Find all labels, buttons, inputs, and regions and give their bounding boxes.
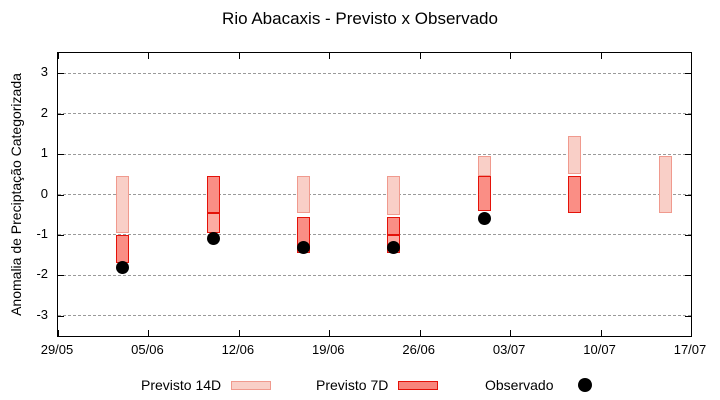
grid-line — [58, 274, 691, 276]
grid-line — [58, 153, 691, 155]
forecast-bar-segment-7d — [116, 234, 130, 264]
x-tick-label: 05/06 — [131, 342, 164, 357]
forecast-bar-segment-7d — [477, 176, 491, 211]
legend: Previsto 14D Previsto 7D Observado — [0, 377, 720, 399]
y-tick-left — [58, 234, 64, 236]
legend-label-observado: Observado — [485, 377, 554, 393]
x-tick-bottom — [58, 330, 59, 336]
forecast-bar-segment-14d — [568, 135, 582, 175]
y-tick-label: -2 — [36, 266, 48, 282]
x-tick-top — [58, 53, 59, 59]
y-tick-label: 3 — [40, 64, 48, 80]
y-tick-label: -3 — [36, 306, 48, 322]
observed-dot — [116, 260, 130, 274]
y-tick-right — [685, 113, 691, 115]
legend-item-observado: Observado — [485, 377, 593, 393]
x-tick-label: 17/07 — [673, 342, 707, 357]
x-tick-top — [419, 53, 421, 59]
y-tick-right — [685, 194, 691, 196]
y-tick-label: -1 — [36, 225, 48, 241]
x-tick-label: 03/07 — [492, 342, 526, 357]
grid-line — [58, 315, 691, 317]
x-tick-top — [600, 53, 602, 59]
forecast-bar-segment-7d — [387, 216, 401, 235]
grid-line — [58, 234, 691, 236]
plot-area — [57, 52, 692, 337]
y-tick-label: 2 — [40, 104, 48, 120]
forecast-bar-segment-overlap — [206, 212, 220, 233]
y-tick-right — [685, 315, 691, 317]
forecast-bar-segment-14d — [387, 176, 401, 215]
x-tick-bottom — [510, 330, 512, 336]
grid-line — [58, 113, 691, 115]
observed-dot — [296, 240, 310, 254]
y-tick-right — [685, 154, 691, 156]
y-tick-left — [58, 315, 64, 317]
previsto-7d-swatch-icon — [398, 380, 439, 390]
x-tick-bottom — [329, 330, 331, 336]
observado-dot-icon — [578, 378, 593, 392]
x-tick-label: 12/06 — [221, 342, 255, 357]
observed-dot — [387, 240, 401, 254]
forecast-bar-segment-7d — [568, 176, 582, 213]
y-tick-left — [58, 275, 64, 277]
x-tick-label: 10/07 — [583, 342, 616, 357]
y-tick-left — [58, 113, 64, 115]
x-tick-top — [691, 53, 692, 59]
y-tick-label: 1 — [40, 145, 48, 161]
x-tick-bottom — [419, 330, 421, 336]
x-tick-top — [510, 53, 512, 59]
forecast-bar-segment-14d — [116, 176, 130, 233]
observed-dot — [206, 232, 220, 246]
y-tick-right — [685, 234, 691, 236]
y-tick-left — [58, 154, 64, 156]
legend-label-previsto-7d: Previsto 7D — [316, 377, 389, 393]
x-tick-bottom — [691, 330, 692, 336]
observed-dot — [477, 212, 491, 226]
x-tick-top — [329, 53, 331, 59]
previsto-14d-swatch-icon — [231, 380, 272, 390]
legend-label-previsto-14d: Previsto 14D — [141, 377, 222, 393]
x-tick-label: 19/06 — [312, 342, 345, 357]
x-tick-label: 29/05 — [40, 342, 74, 357]
grid-line — [58, 72, 691, 74]
legend-item-previsto-7d: Previsto 7D — [316, 377, 439, 393]
x-tick-top — [148, 53, 150, 59]
y-tick-right — [685, 275, 691, 277]
x-tick-bottom — [148, 330, 150, 336]
forecast-bar-segment-14d — [658, 156, 672, 213]
y-tick-left — [58, 73, 64, 75]
y-tick-left — [58, 194, 64, 196]
legend-item-previsto-14d: Previsto 14D — [141, 377, 272, 393]
x-tick-label: 26/06 — [402, 342, 435, 357]
x-tick-top — [238, 53, 240, 59]
forecast-bar-segment-7d — [206, 176, 220, 213]
x-tick-bottom — [600, 330, 602, 336]
grid-line — [58, 194, 691, 195]
y-tick-label: 0 — [40, 185, 48, 201]
y-tick-right — [685, 73, 691, 75]
x-tick-bottom — [238, 330, 240, 336]
chart-title: Rio Abacaxis - Previsto x Observado — [222, 9, 498, 28]
forecast-bar-segment-14d — [296, 176, 310, 213]
forecast-bar-segment-14d — [477, 156, 491, 177]
